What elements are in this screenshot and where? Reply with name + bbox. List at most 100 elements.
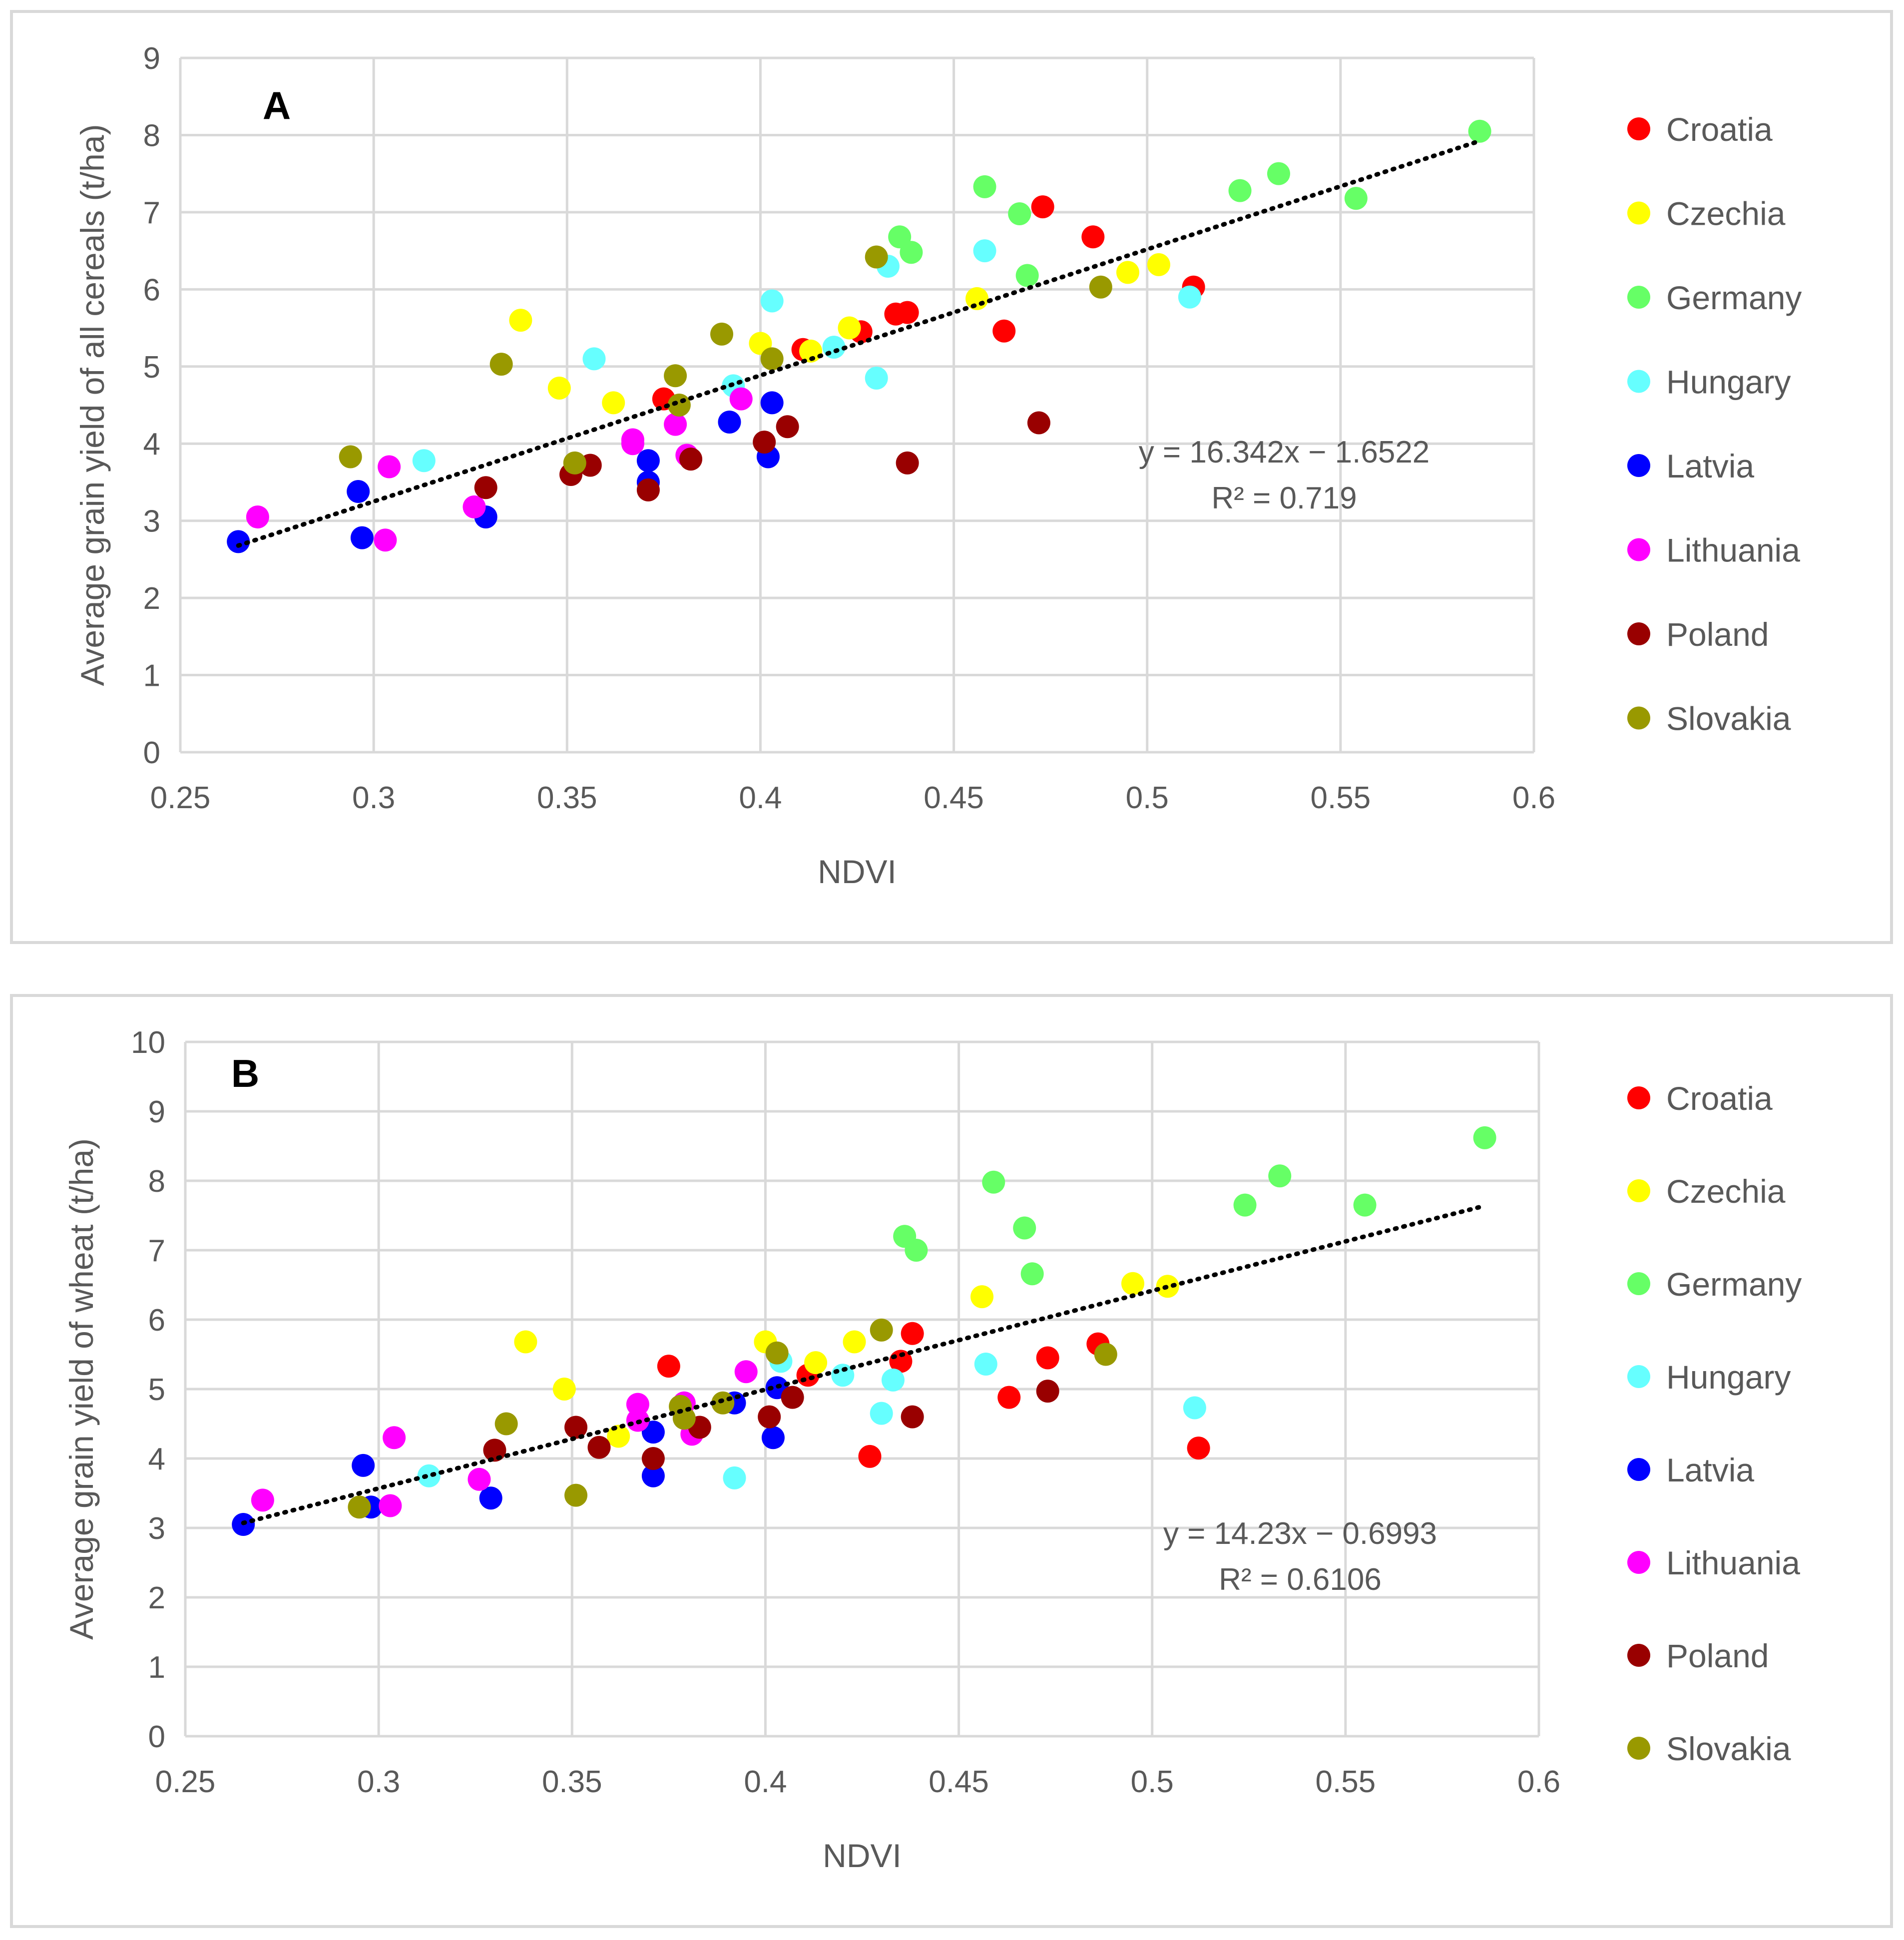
data-point-latvia	[636, 449, 660, 473]
data-point-germany	[1473, 1126, 1496, 1149]
data-point-latvia	[347, 480, 370, 503]
data-point-lithuania	[729, 387, 753, 411]
data-point-hungary	[723, 1466, 746, 1489]
data-point-slovakia	[1089, 275, 1112, 299]
y-tick-label: 0	[143, 736, 160, 770]
data-point-lithuania	[374, 528, 397, 552]
y-tick-label: 0	[148, 1720, 165, 1754]
data-point-lithuania	[734, 1360, 758, 1384]
data-point-germany	[1233, 1193, 1257, 1217]
data-point-lithuania	[621, 428, 644, 452]
trend-r-squared: R² = 0.6106	[1219, 1562, 1382, 1597]
data-point-croatia	[1081, 225, 1105, 249]
data-point-croatia	[896, 301, 919, 324]
data-point-croatia	[901, 1322, 924, 1345]
data-point-croatia	[992, 319, 1016, 343]
data-point-poland	[758, 1405, 781, 1429]
data-point-lithuania	[463, 495, 486, 518]
data-point-croatia	[1036, 1346, 1059, 1370]
data-point-hungary	[417, 1464, 441, 1487]
data-point-slovakia	[664, 364, 687, 388]
x-axis-title: NDVI	[818, 853, 897, 890]
x-tick-label: 0.6	[1517, 1765, 1560, 1799]
data-point-lithuania	[379, 1494, 402, 1517]
data-point-hungary	[1178, 285, 1201, 309]
data-point-slovakia	[667, 394, 691, 417]
legend-label-lithuania: Lithuania	[1666, 532, 1800, 569]
data-point-poland	[636, 478, 660, 501]
data-point-croatia	[997, 1386, 1021, 1409]
legend-marker-latvia	[1627, 1458, 1650, 1481]
legend-label-poland: Poland	[1666, 616, 1769, 653]
y-tick-label: 6	[148, 1303, 165, 1338]
data-point-czechia	[552, 1378, 576, 1401]
y-tick-label: 9	[148, 1095, 165, 1129]
data-point-slovakia	[672, 1407, 696, 1430]
data-point-germany	[1353, 1193, 1377, 1217]
panel-label: A	[263, 83, 291, 127]
x-tick-label: 0.25	[150, 781, 211, 815]
data-point-poland	[896, 451, 919, 475]
y-axis-title: Average grain yield of wheat (t/ha)	[63, 1138, 100, 1640]
data-point-germany	[1468, 119, 1491, 143]
panel-label: B	[231, 1051, 259, 1095]
data-point-lithuania	[246, 505, 269, 528]
data-point-poland	[587, 1436, 611, 1459]
data-point-poland	[781, 1386, 804, 1409]
data-point-czechia	[1116, 261, 1139, 284]
data-point-latvia	[227, 530, 250, 553]
x-tick-label: 0.5	[1131, 1765, 1174, 1799]
data-point-lithuania	[626, 1393, 649, 1416]
data-point-germany	[982, 1170, 1005, 1194]
data-point-czechia	[838, 316, 861, 340]
scatter-plot-b: 0 1 2 3 4 5 6 7 8 9 10 0.25 0.3 0.35 0.4 0.45 0.5 0.55 0.6…	[63, 1025, 1802, 1874]
data-point-latvia	[352, 1454, 375, 1477]
y-tick-label: 9	[143, 41, 160, 76]
trendline	[236, 138, 1482, 548]
data-point-croatia	[858, 1445, 882, 1468]
y-axis-title: Average grain yield of all cereals (t/ha…	[74, 124, 111, 686]
data-point-lithuania	[468, 1467, 491, 1491]
data-point-slovakia	[339, 445, 362, 469]
data-point-lithuania	[383, 1426, 406, 1450]
y-tick-label: 3	[148, 1511, 165, 1546]
data-point-latvia	[760, 391, 784, 415]
x-tick-label: 0.45	[924, 781, 984, 815]
data-point-slovakia	[489, 353, 513, 376]
data-point-germany	[1267, 162, 1290, 185]
data-point-slovakia	[710, 322, 733, 346]
data-point-slovakia	[1094, 1343, 1117, 1366]
data-point-latvia	[479, 1486, 502, 1510]
data-point-germany	[1013, 1216, 1036, 1240]
data-point-hungary	[1183, 1396, 1206, 1420]
data-point-czechia	[547, 377, 571, 400]
x-tick-label: 0.3	[357, 1765, 400, 1799]
data-point-poland	[474, 476, 497, 499]
legend-marker-hungary	[1627, 1365, 1650, 1388]
data-point-czechia	[1121, 1272, 1144, 1295]
legend-label-latvia: Latvia	[1666, 448, 1754, 485]
data-point-latvia	[761, 1426, 785, 1450]
x-tick-label: 0.35	[537, 781, 597, 815]
legend-marker-poland	[1627, 1644, 1650, 1667]
y-tick-label: 1	[148, 1650, 165, 1685]
y-tick-label: 8	[143, 118, 160, 153]
data-point-hungary	[974, 1352, 997, 1376]
data-point-germany	[900, 241, 923, 264]
y-tick-label: 2	[148, 1581, 165, 1615]
legend-label-poland: Poland	[1666, 1637, 1769, 1674]
legend-label-germany: Germany	[1666, 1266, 1802, 1303]
legend-label-slovakia: Slovakia	[1666, 1730, 1791, 1767]
legend-label-croatia: Croatia	[1666, 111, 1773, 148]
chart-panel-a: 0 1 2 3 4 5 6 7 8 9 0.25 0.3 0.35 0.4 0.45 0.5 0.55 0.6 ND…	[10, 10, 1893, 944]
legend-label-croatia: Croatia	[1666, 1080, 1773, 1117]
legend-label-hungary: Hungary	[1666, 1359, 1791, 1396]
scatter-plot-a: 0 1 2 3 4 5 6 7 8 9 0.25 0.3 0.35 0.4 0.45 0.5 0.55 0.6 ND…	[74, 41, 1802, 890]
chart-panel-b: 0 1 2 3 4 5 6 7 8 9 10 0.25 0.3 0.35 0.4 0.45 0.5 0.55 0.6…	[10, 994, 1893, 1928]
data-point-hungary	[760, 289, 784, 313]
data-point-poland	[901, 1405, 924, 1429]
trend-equation: y = 16.342x − 1.6522	[1139, 435, 1430, 470]
y-tick-label: 3	[143, 504, 160, 539]
data-point-czechia	[514, 1330, 537, 1354]
x-tick-label: 0.4	[744, 1765, 787, 1799]
